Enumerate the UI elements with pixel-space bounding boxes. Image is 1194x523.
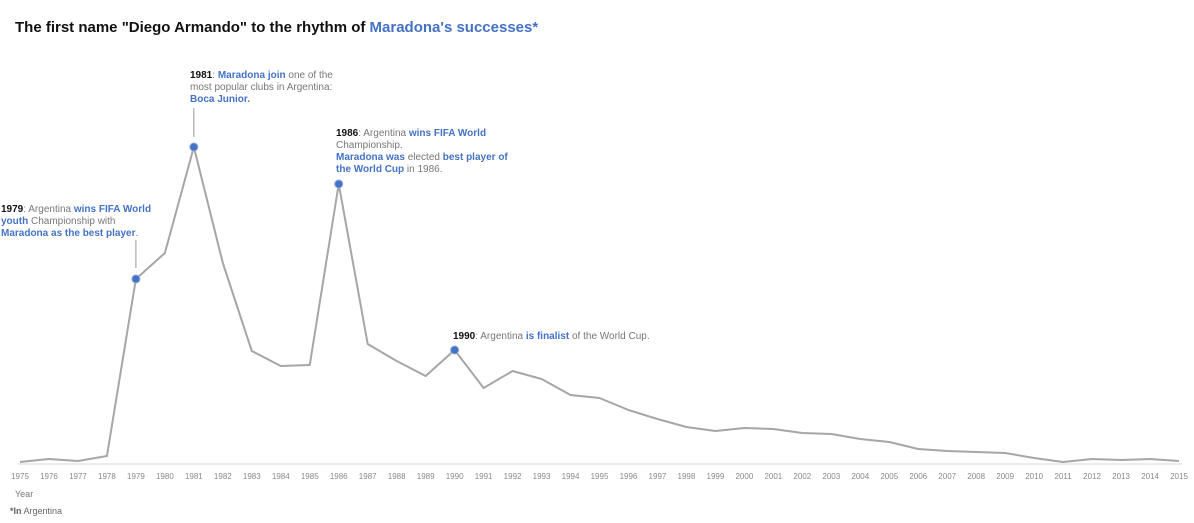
- x-tick-label: 1980: [156, 472, 174, 481]
- annotation-text-blue: Maradona as the best player: [1, 228, 136, 239]
- x-tick-label: 2011: [1054, 472, 1072, 481]
- x-tick-label: 2005: [880, 472, 898, 481]
- annotation-text-year: 1986: [336, 128, 359, 139]
- x-tick-label: 1975: [11, 472, 29, 481]
- annotation-text-gray: .: [135, 228, 139, 239]
- annotation-line: 1986: Argentina wins FIFA World: [336, 128, 508, 140]
- x-tick-label: 1976: [40, 472, 58, 481]
- annotation-line: Championship.: [336, 140, 508, 152]
- x-tick-label: 1978: [98, 472, 116, 481]
- annotation-line: 1979: Argentina wins FIFA World: [1, 204, 151, 216]
- title-highlight: Maradona's successes*: [369, 19, 539, 36]
- x-axis-label: Year: [15, 489, 34, 499]
- annotation-text-blue: the World Cup: [336, 164, 405, 175]
- annotation-text-gray: one of the: [285, 70, 333, 81]
- annotation-1986: 1986: Argentina wins FIFA World Champions…: [336, 128, 508, 176]
- x-tick-label: 1989: [417, 472, 435, 481]
- x-tick-label: 1998: [678, 472, 696, 481]
- annotation-line: youth Championship with: [1, 216, 151, 228]
- footnote-mark: *In: [10, 506, 22, 516]
- highlight-point-1979: [131, 274, 141, 284]
- x-tick-label: 1983: [243, 472, 261, 481]
- annotation-text-gray: :: [212, 70, 218, 81]
- x-tick-label: 1996: [620, 472, 638, 481]
- x-tick-label: 2003: [822, 472, 840, 481]
- annotation-1990: 1990: Argentina is finalist of the World…: [453, 331, 650, 343]
- x-tick-label: 2006: [909, 472, 927, 481]
- x-tick-label: 2000: [735, 472, 753, 481]
- x-tick-label: 1977: [69, 472, 87, 481]
- x-tick-label: 2009: [996, 472, 1014, 481]
- x-tick-label: 1997: [649, 472, 667, 481]
- annotation-line: Maradona was elected best player of: [336, 152, 508, 164]
- x-tick-label: 1999: [707, 472, 725, 481]
- x-tick-label: 1992: [504, 472, 522, 481]
- annotation-text-year: 1979: [1, 204, 24, 215]
- x-tick-label: 1982: [214, 472, 232, 481]
- highlight-point-1981: [189, 142, 199, 152]
- annotation-text-gray: Championship.: [336, 140, 403, 151]
- annotation-text-blue: is finalist: [525, 331, 570, 342]
- x-tick-label: 1987: [359, 472, 377, 481]
- annotation-1979: 1979: Argentina wins FIFA World youth Cha…: [1, 204, 151, 240]
- annotation-line: most popular clubs in Argentina:: [190, 82, 333, 94]
- x-tick-label: 2013: [1112, 472, 1130, 481]
- annotation-text-gray: in 1986.: [404, 164, 443, 175]
- x-tick-label: 1988: [388, 472, 406, 481]
- series-line: [19, 146, 1180, 463]
- annotation-line: the World Cup in 1986.: [336, 164, 508, 176]
- annotation-text-gray: : Argentina: [358, 128, 409, 139]
- x-tick-label: 1994: [562, 472, 580, 481]
- x-tick-label: 2008: [967, 472, 985, 481]
- x-tick-label: 1990: [446, 472, 464, 481]
- annotation-text-blue: Maradona was: [336, 152, 405, 163]
- x-tick-label: 1993: [533, 472, 551, 481]
- x-tick-label: 2002: [793, 472, 811, 481]
- annotation-text-blue: Boca Junior.: [190, 94, 251, 105]
- annotation-text-gray: elected: [404, 152, 443, 163]
- highlight-point-1986: [334, 179, 344, 189]
- x-tick-label: 1979: [127, 472, 145, 481]
- annotation-line: 1990: Argentina is finalist of the World…: [453, 331, 650, 343]
- annotation-text-gray: of the World Cup.: [569, 331, 650, 342]
- annotation-line: 1981: Maradona join one of the: [190, 70, 333, 82]
- annotation-1981: 1981: Maradona join one of the most popul…: [190, 70, 333, 106]
- x-tick-label: 2012: [1083, 472, 1101, 481]
- annotation-text-year: 1981: [190, 70, 213, 81]
- x-tick-label: 2001: [764, 472, 782, 481]
- x-tick-label: 2010: [1025, 472, 1043, 481]
- annotation-text-gray: : Argentina: [23, 204, 74, 215]
- annotation-line: Maradona as the best player.: [1, 228, 151, 240]
- x-tick-label: 1981: [185, 472, 203, 481]
- annotation-text-blue: youth: [1, 216, 29, 227]
- annotation-text-year: 1990: [453, 331, 476, 342]
- x-tick-label: 2014: [1141, 472, 1159, 481]
- x-tick-label: 1986: [330, 472, 348, 481]
- annotation-text-gray: most popular clubs in Argentina:: [190, 82, 333, 93]
- annotation-text-blue: Maradona join: [217, 70, 286, 81]
- x-tick-label: 2007: [938, 472, 956, 481]
- x-tick-label: 1991: [475, 472, 493, 481]
- title-text: The first name "Diego Armando" to the rh…: [15, 19, 370, 36]
- chart-title: The first name "Diego Armando" to the rh…: [15, 19, 538, 36]
- footnote: *In Argentina: [10, 506, 62, 516]
- annotation-line: Boca Junior.: [190, 94, 333, 106]
- x-tick-label: 1985: [301, 472, 319, 481]
- x-tick-label: 2015: [1170, 472, 1188, 481]
- annotation-text-blue: wins FIFA World: [73, 204, 152, 215]
- annotation-text-blue: wins FIFA World: [408, 128, 487, 139]
- highlight-point-1990: [450, 345, 460, 355]
- annotation-text-gray: : Argentina: [475, 331, 526, 342]
- x-tick-label: 2004: [851, 472, 869, 481]
- annotation-text-blue: best player of: [442, 152, 508, 163]
- annotation-text-gray: Championship with: [28, 216, 116, 227]
- x-tick-label: 1984: [272, 472, 290, 481]
- footnote-text: Argentina: [21, 506, 63, 516]
- x-tick-label: 1995: [591, 472, 609, 481]
